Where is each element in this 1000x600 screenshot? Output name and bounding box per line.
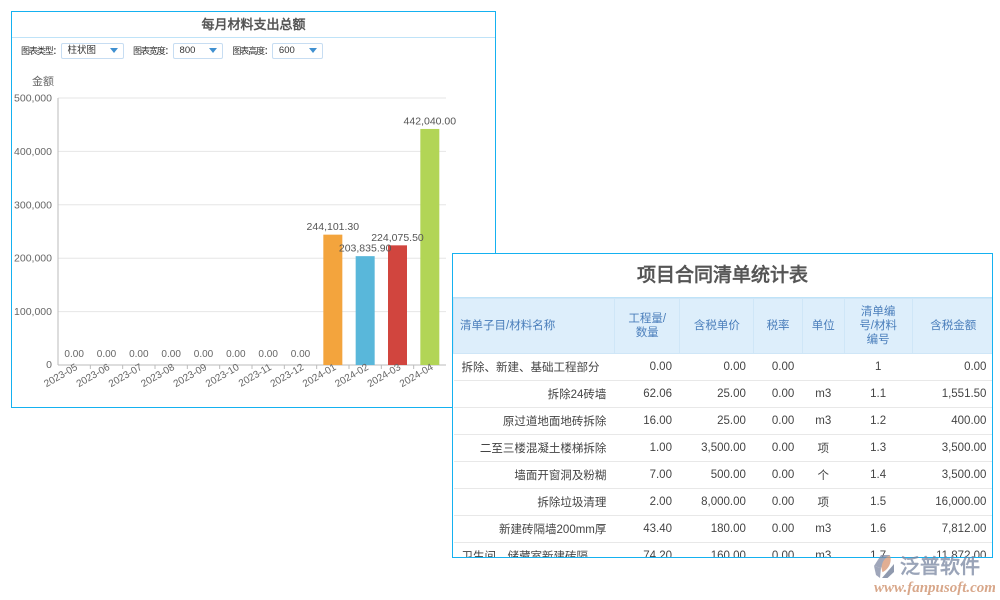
- svg-text:0.00: 0.00: [129, 349, 149, 360]
- svg-text:100,000: 100,000: [14, 306, 52, 318]
- svg-text:2024-01: 2024-01: [301, 362, 339, 390]
- svg-text:244,101.30: 244,101.30: [307, 221, 360, 233]
- svg-text:400,000: 400,000: [14, 146, 52, 158]
- svg-text:300,000: 300,000: [14, 199, 52, 211]
- svg-text:0.00: 0.00: [97, 349, 117, 360]
- svg-text:2023-06: 2023-06: [75, 362, 113, 390]
- svg-text:2023-10: 2023-10: [204, 362, 242, 390]
- svg-text:0.00: 0.00: [258, 349, 278, 360]
- svg-text:2023-07: 2023-07: [107, 362, 145, 390]
- svg-text:224,075.50: 224,075.50: [371, 232, 424, 244]
- svg-text:0.00: 0.00: [226, 349, 246, 360]
- svg-text:2023-09: 2023-09: [172, 362, 210, 390]
- svg-text:200,000: 200,000: [14, 253, 52, 265]
- svg-text:442,040.00: 442,040.00: [404, 116, 457, 128]
- svg-text:2023-12: 2023-12: [269, 362, 307, 390]
- svg-text:2023-11: 2023-11: [237, 362, 274, 390]
- svg-text:203,835.90: 203,835.90: [339, 243, 392, 255]
- svg-text:0: 0: [46, 359, 52, 371]
- svg-text:0.00: 0.00: [291, 349, 311, 360]
- svg-text:2024-03: 2024-03: [366, 362, 404, 390]
- svg-text:www.fanpusoft.com: www.fanpusoft.com: [874, 580, 995, 596]
- svg-text:泛普软件: 泛普软件: [900, 554, 980, 578]
- svg-text:0.00: 0.00: [194, 349, 214, 360]
- svg-text:2024-04: 2024-04: [398, 362, 436, 390]
- svg-text:0.00: 0.00: [64, 349, 84, 360]
- svg-text:0.00: 0.00: [161, 349, 181, 360]
- svg-text:500,000: 500,000: [14, 93, 52, 105]
- svg-text:2023-08: 2023-08: [139, 362, 177, 390]
- svg-text:2024-02: 2024-02: [333, 362, 371, 390]
